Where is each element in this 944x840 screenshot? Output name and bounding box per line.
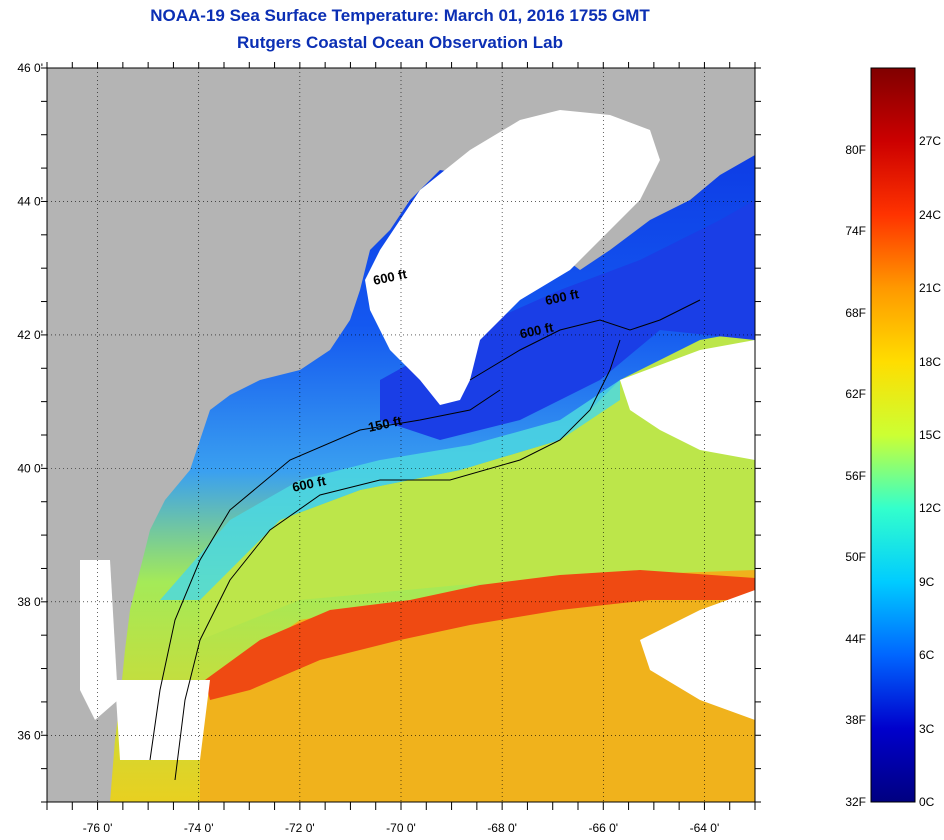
colorbar-c-label: 15C	[919, 428, 942, 442]
lat-tick-label: 46 0'	[17, 61, 43, 75]
colorbar-f-label: 62F	[845, 387, 866, 402]
colorbar-c-label: 6C	[919, 648, 935, 663]
colorbar-f-label: 38F	[845, 713, 866, 728]
colorbar-c-label: 18C	[919, 354, 942, 369]
contour-label: 600 ft	[372, 266, 409, 288]
lon-tick-label: -66 0'	[588, 821, 618, 835]
colorbar-f-label: 56F	[845, 468, 866, 483]
contour-label: 150 ft	[367, 413, 404, 435]
cloud-southwest	[115, 680, 210, 760]
lat-tick-label: 36 0'	[17, 728, 43, 742]
cyan-band	[160, 380, 620, 600]
contour-label: 600 ft	[544, 286, 581, 308]
cloud-southeast	[640, 590, 755, 720]
colorbar-c-label: 24C	[919, 207, 942, 222]
cloud-gulf-of-maine	[365, 110, 660, 405]
colorbar-c-label: 9C	[919, 574, 935, 589]
lat-tick-label: 42 0'	[17, 328, 43, 342]
map-title: NOAA-19 Sea Surface Temperature: March 0…	[150, 6, 650, 25]
contour-label: 600 ft	[518, 320, 555, 342]
map-subtitle: Rutgers Coastal Ocean Observation Lab	[237, 33, 563, 52]
mid-water-region	[200, 330, 755, 640]
colorbar-f-label: 44F	[845, 631, 866, 646]
gulf-stream	[205, 570, 755, 700]
colorbar-c-label: 0C	[919, 795, 935, 809]
cloud-east	[620, 340, 755, 460]
lon-tick-label: -74 0'	[184, 821, 214, 835]
cold-water-region	[380, 200, 755, 440]
colorbar-c-label: 12C	[919, 501, 942, 516]
colorbar	[870, 67, 916, 803]
colorbar-f-label: 50F	[845, 550, 866, 565]
cloud-chesapeake	[80, 560, 118, 720]
colorbar-c-label: 3C	[919, 721, 935, 736]
lon-tick-label: -72 0'	[285, 821, 315, 835]
contour-150ft	[149, 389, 501, 761]
colorbar-f-label: 80F	[845, 142, 866, 157]
colorbar-c-label: 21C	[919, 281, 942, 296]
colorbar-f-label: 74F	[845, 224, 866, 239]
lat-tick-label: 38 0'	[17, 595, 43, 609]
contour-label: 600 ft	[291, 473, 328, 495]
colorbar-f-label: 32F	[845, 795, 866, 809]
colorbar-c-label: 27C	[919, 134, 942, 149]
colorbar-f-label: 68F	[845, 305, 866, 320]
lat-tick-label: 40 0'	[17, 461, 43, 475]
contour-600ft-north	[469, 299, 701, 381]
lon-tick-label: -68 0'	[487, 821, 517, 835]
lat-tick-label: 44 0'	[17, 194, 43, 208]
lon-tick-label: -76 0'	[83, 821, 113, 835]
lon-tick-label: -64 0'	[690, 821, 720, 835]
contour-labels: 600 ft 600 ft 600 ft 150 ft 600 ft	[291, 266, 581, 495]
contour-600ft-south	[174, 339, 621, 781]
axis-ticks: 46 0' 44 0' 42 0' 40 0' 38 0' 36 0' -76 0' -74 …	[17, 61, 761, 835]
lon-tick-label: -70 0'	[386, 821, 416, 835]
